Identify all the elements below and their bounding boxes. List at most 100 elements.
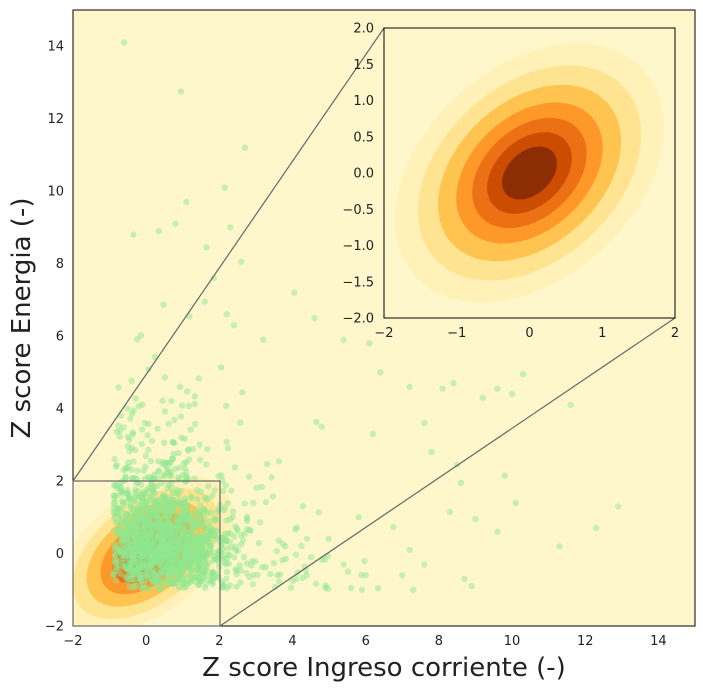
scatter-point (243, 569, 250, 577)
scatter-point (124, 578, 131, 585)
scatter-point (169, 580, 176, 588)
scatter-point (340, 561, 347, 568)
scatter-point (141, 526, 148, 533)
scatter-point (215, 563, 223, 571)
scatter-point (221, 504, 228, 511)
scatter-point (159, 397, 166, 404)
scatter-point (340, 336, 347, 343)
scatter-point (125, 494, 132, 502)
scatter-point (145, 446, 152, 454)
scatter-point (154, 482, 161, 490)
inset-x-tick-label: 0 (525, 326, 533, 341)
inset-y-tick-label: 0.0 (353, 167, 374, 182)
scatter-point (161, 529, 168, 536)
scatter-point (263, 460, 271, 468)
scatter-point (110, 527, 117, 534)
scatter-point (207, 572, 215, 579)
scatter-point (215, 574, 222, 581)
scatter-point (117, 528, 124, 535)
scatter-point (223, 544, 231, 552)
scatter-point (150, 534, 157, 541)
scatter-point (209, 492, 216, 499)
x-tick-label: 2 (215, 634, 223, 649)
scatter-point (191, 420, 199, 428)
scatter-point (176, 464, 183, 471)
scatter-point (140, 577, 148, 584)
scatter-point (133, 570, 140, 577)
scatter-point (121, 39, 128, 46)
scatter-point (204, 445, 211, 453)
scatter-point (253, 484, 260, 491)
scatter-point (195, 554, 202, 562)
scatter-point (203, 244, 210, 251)
scatter-point (124, 442, 132, 450)
y-tick-label: 12 (47, 112, 64, 127)
scatter-point (205, 533, 212, 540)
scatter-point (174, 545, 181, 552)
scatter-point (179, 566, 186, 573)
scatter-point (219, 581, 227, 588)
scatter-point (201, 298, 208, 305)
scatter-point (160, 439, 168, 447)
scatter-point (132, 514, 140, 521)
scatter-point (127, 543, 134, 551)
scatter-point (122, 473, 129, 480)
scatter-point (230, 322, 238, 329)
scatter-point (144, 538, 151, 545)
scatter-point (245, 473, 253, 480)
inset-y-tick-label: 1.5 (353, 58, 374, 73)
scatter-point (189, 445, 197, 453)
scatter-point (223, 438, 230, 446)
inset-x-tick-label: 1 (598, 326, 606, 341)
scatter-point (153, 513, 161, 520)
scatter-point (230, 553, 238, 561)
scatter-point (512, 499, 519, 506)
scatter-point (146, 493, 153, 501)
scatter-point (270, 559, 278, 567)
scatter-point (494, 385, 501, 392)
scatter-point (232, 566, 239, 573)
scatter-point (369, 430, 377, 438)
scatter-point (254, 571, 261, 579)
scatter-point (148, 437, 156, 445)
scatter-point (139, 585, 146, 592)
scatter-point (272, 583, 279, 591)
scatter-point (166, 548, 173, 555)
scatter-point (421, 561, 428, 568)
scatter-point (113, 519, 120, 526)
scatter-point (175, 449, 182, 457)
scatter-point (170, 450, 177, 457)
inset-y-tick-label: −1.0 (342, 239, 374, 254)
x-tick-label: 4 (288, 634, 296, 649)
scatter-point (224, 499, 231, 507)
scatter-point (210, 274, 218, 282)
scatter-point (347, 584, 355, 592)
scatter-point (116, 427, 123, 435)
scatter-point (446, 508, 454, 516)
scatter-point (237, 541, 245, 548)
scatter-point (231, 543, 239, 550)
scatter-point (184, 388, 191, 395)
scatter-point (196, 537, 203, 544)
scatter-point (196, 456, 204, 464)
scatter-point (221, 530, 229, 537)
scatter-point (161, 471, 168, 479)
scatter-point (130, 497, 138, 504)
scatter-point (135, 403, 142, 410)
scatter-point (450, 380, 457, 387)
scatter-point (127, 415, 134, 422)
scatter-point (269, 493, 277, 500)
inset-density-contours (395, 43, 664, 303)
scatter-point (282, 543, 289, 550)
y-tick-label: −2 (45, 620, 64, 635)
scatter-point (257, 519, 264, 526)
scatter-point (149, 508, 156, 516)
scatter-point (479, 394, 486, 401)
inset-x-tick-label: 2 (671, 326, 679, 341)
scatter-point (213, 556, 220, 563)
scatter-point (122, 510, 130, 518)
inset-density-level (502, 146, 557, 200)
scatter-point (181, 552, 189, 560)
scatter-point (147, 515, 154, 523)
scatter-point (243, 515, 251, 522)
